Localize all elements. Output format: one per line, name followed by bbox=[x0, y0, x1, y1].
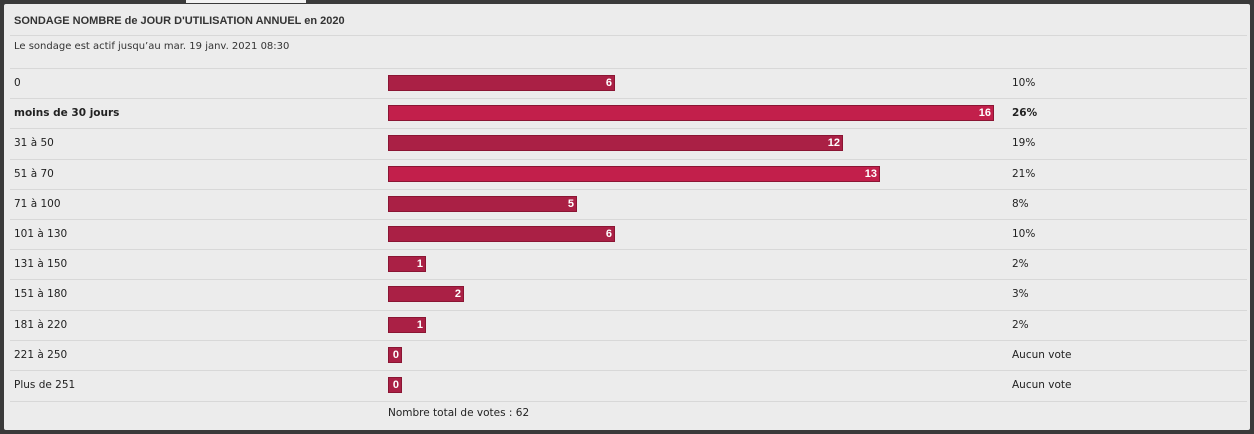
option-label: 101 à 130 bbox=[14, 228, 68, 240]
vote-percent: 10% bbox=[1012, 228, 1036, 240]
poll-option-row: 101 à 130 6 10% bbox=[4, 219, 1250, 249]
vote-count: 6 bbox=[605, 77, 612, 89]
row-divider bbox=[10, 219, 1247, 220]
poll-panel: SONDAGE NOMBRE de JOUR D'UTILISATION ANN… bbox=[4, 4, 1250, 430]
option-label: 31 à 50 bbox=[14, 137, 54, 150]
vote-percent: 2% bbox=[1012, 258, 1029, 271]
vote-percent: 8% bbox=[1012, 197, 1029, 210]
vote-bar-track: 1 bbox=[388, 256, 1008, 273]
vote-percent: 21% bbox=[1012, 167, 1036, 180]
vote-count: 5 bbox=[567, 197, 574, 210]
vote-percent: Aucun vote bbox=[1012, 348, 1072, 361]
option-label: 0 bbox=[14, 77, 21, 89]
poll-option-row: 31 à 50 12 19% bbox=[4, 128, 1250, 158]
status-divider bbox=[10, 68, 1247, 69]
poll-option-row: 0 6 10% bbox=[4, 68, 1250, 98]
option-label: 151 à 180 bbox=[14, 288, 68, 301]
total-votes: Nombre total de votes : 62 bbox=[388, 407, 530, 419]
row-divider bbox=[10, 309, 1247, 311]
vote-bar: 6 bbox=[388, 226, 615, 242]
vote-bar-track: 1 bbox=[388, 316, 1008, 333]
vote-bar: 5 bbox=[388, 195, 577, 212]
option-label: 71 à 100 bbox=[14, 197, 61, 210]
vote-bar-track: 6 bbox=[388, 226, 1008, 242]
poll-option-row: Plus de 251 0 Aucun vote bbox=[4, 370, 1250, 400]
vote-count: 6 bbox=[605, 228, 612, 240]
row-divider bbox=[10, 279, 1247, 281]
row-divider bbox=[10, 128, 1247, 130]
vote-bar: 13 bbox=[388, 165, 880, 182]
vote-bar: 6 bbox=[388, 75, 615, 91]
poll-option-row: 151 à 180 2 3% bbox=[4, 279, 1250, 309]
row-divider bbox=[10, 188, 1247, 190]
poll-option-row: 71 à 100 5 8% bbox=[4, 189, 1250, 219]
vote-bar: 0 bbox=[388, 377, 402, 393]
poll-option-row: 181 à 220 1 2% bbox=[4, 310, 1250, 340]
vote-count: 1 bbox=[416, 318, 423, 331]
vote-bar: 12 bbox=[388, 135, 843, 152]
option-label: 181 à 220 bbox=[14, 318, 68, 331]
vote-count: 2 bbox=[454, 288, 461, 301]
vote-bar: 2 bbox=[388, 286, 464, 303]
vote-percent: 3% bbox=[1012, 288, 1029, 301]
vote-count: 13 bbox=[864, 167, 877, 180]
poll-option-row: 221 à 250 0 Aucun vote bbox=[4, 340, 1250, 370]
vote-count: 0 bbox=[392, 379, 399, 391]
poll-option-row: 131 à 150 1 2% bbox=[4, 249, 1250, 279]
vote-percent: Aucun vote bbox=[1012, 379, 1072, 391]
footer-divider bbox=[10, 401, 1247, 402]
vote-bar-track: 5 bbox=[388, 195, 1008, 212]
vote-bar-track: 12 bbox=[388, 135, 1008, 152]
vote-bar-track: 13 bbox=[388, 165, 1008, 182]
row-divider bbox=[10, 370, 1247, 371]
vote-count: 16 bbox=[978, 107, 991, 120]
vote-bar: 1 bbox=[388, 316, 426, 333]
option-label: 221 à 250 bbox=[14, 348, 68, 361]
title-divider bbox=[10, 35, 1247, 36]
vote-count: 12 bbox=[827, 137, 840, 150]
option-label: 51 à 70 bbox=[14, 167, 54, 180]
vote-count: 1 bbox=[416, 258, 423, 271]
vote-percent: 19% bbox=[1012, 137, 1036, 150]
top-tab-indicator bbox=[186, 0, 306, 3]
vote-bar-track: 0 bbox=[388, 377, 1008, 393]
vote-percent: 2% bbox=[1012, 318, 1029, 331]
vote-count: 0 bbox=[392, 348, 399, 361]
vote-bar: 0 bbox=[388, 346, 402, 363]
row-divider bbox=[10, 339, 1247, 341]
poll-title: SONDAGE NOMBRE de JOUR D'UTILISATION ANN… bbox=[14, 15, 345, 27]
option-label: moins de 30 jours bbox=[14, 107, 120, 120]
vote-bar: 1 bbox=[388, 256, 426, 273]
vote-bar-track: 6 bbox=[388, 75, 1008, 91]
vote-bar-track: 0 bbox=[388, 346, 1008, 363]
option-label: 131 à 150 bbox=[14, 258, 68, 271]
vote-percent: 26% bbox=[1012, 107, 1038, 120]
option-label: Plus de 251 bbox=[14, 379, 76, 391]
vote-bar-track: 16 bbox=[388, 105, 1008, 122]
row-divider bbox=[10, 249, 1247, 251]
vote-bar-track: 2 bbox=[388, 286, 1008, 303]
poll-option-row: 51 à 70 13 21% bbox=[4, 159, 1250, 189]
vote-percent: 10% bbox=[1012, 77, 1036, 89]
poll-option-row: moins de 30 jours 16 26% bbox=[4, 98, 1250, 128]
vote-bar: 16 bbox=[388, 105, 994, 122]
poll-status: Le sondage est actif jusqu’au mar. 19 ja… bbox=[14, 41, 290, 52]
row-divider bbox=[10, 98, 1247, 100]
row-divider bbox=[10, 158, 1247, 160]
